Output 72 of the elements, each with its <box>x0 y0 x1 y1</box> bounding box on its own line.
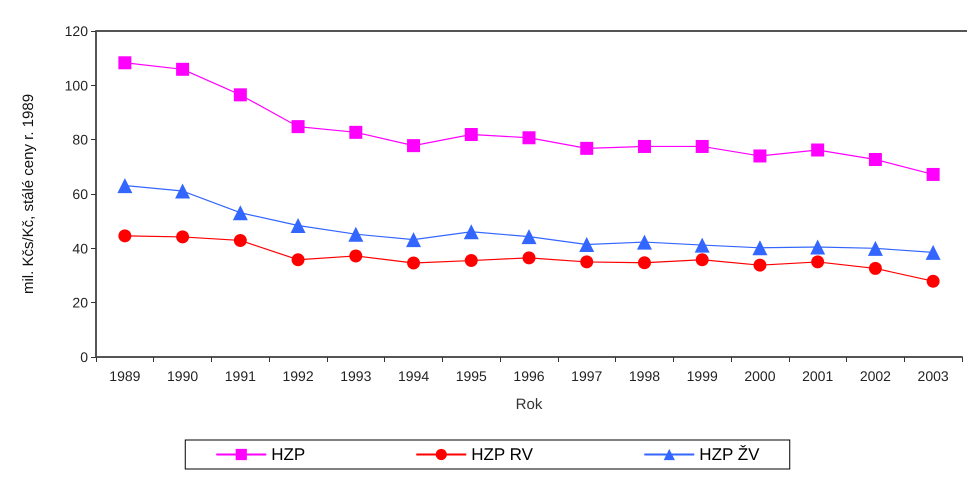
point <box>407 139 420 152</box>
point <box>696 253 709 266</box>
x-tick-label: 1995 <box>456 368 488 384</box>
point <box>292 120 305 134</box>
point <box>926 274 940 288</box>
point <box>292 253 305 266</box>
point <box>348 226 364 242</box>
point <box>234 88 247 102</box>
x-tick-label: 2002 <box>860 368 892 384</box>
point <box>694 238 710 253</box>
point <box>696 140 709 153</box>
x-axis-title: Rok <box>516 396 543 413</box>
x-tick-label: 1997 <box>571 368 603 384</box>
legend-label: HZP ŽV <box>699 445 760 464</box>
point <box>176 230 190 244</box>
x-tick-label: 1990 <box>167 368 198 384</box>
point <box>464 128 478 142</box>
point <box>811 143 824 156</box>
point <box>407 256 420 270</box>
point <box>636 234 652 250</box>
x-tick-label: 2001 <box>802 368 834 384</box>
y-tick-label: 60 <box>72 186 88 202</box>
x-tick-label: 1994 <box>398 368 430 384</box>
point <box>522 229 536 244</box>
y-tick-label: 120 <box>64 23 88 39</box>
x-tick-label: 1998 <box>628 368 660 384</box>
point <box>926 244 941 260</box>
point <box>118 229 132 242</box>
point <box>638 140 651 153</box>
point <box>580 142 594 155</box>
point <box>753 258 766 272</box>
x-tick-label: 1999 <box>686 368 718 384</box>
x-tick-label: 2003 <box>918 368 949 384</box>
point <box>868 240 883 256</box>
legend-label: HZP <box>271 445 306 464</box>
point <box>175 184 190 199</box>
x-tick-label: 1989 <box>109 368 141 384</box>
point <box>522 251 536 264</box>
x-tick-label: 1991 <box>224 368 256 384</box>
point <box>579 237 594 252</box>
point <box>522 131 536 144</box>
point <box>349 126 362 139</box>
legend-label: HZP RV <box>471 445 534 464</box>
x-tick-label: 1993 <box>340 368 372 384</box>
y-tick-label: 40 <box>72 240 88 256</box>
point <box>406 232 422 248</box>
point <box>868 153 882 166</box>
x-tick-label: 1996 <box>513 368 545 384</box>
y-tick-label: 20 <box>72 294 88 311</box>
point <box>290 218 306 234</box>
point <box>752 240 768 256</box>
point <box>753 149 766 162</box>
point <box>176 62 190 76</box>
point <box>117 178 132 194</box>
point <box>464 254 478 268</box>
y-axis-title: mil. Kčs/Kč, stálé ceny r. 1989 <box>20 94 37 294</box>
x-tick-label: 2000 <box>744 368 776 384</box>
y-tick-label: 80 <box>72 132 88 148</box>
point <box>811 255 824 268</box>
point <box>868 262 882 275</box>
point <box>464 224 479 240</box>
point <box>349 249 362 262</box>
point <box>118 56 132 70</box>
y-tick-label: 0 <box>80 349 88 365</box>
point <box>232 205 248 220</box>
x-tick-label: 1992 <box>282 368 314 384</box>
point <box>638 256 651 270</box>
point <box>234 234 247 247</box>
point <box>580 255 594 268</box>
point <box>926 168 940 181</box>
point <box>810 239 826 254</box>
y-tick-label: 100 <box>64 77 88 94</box>
